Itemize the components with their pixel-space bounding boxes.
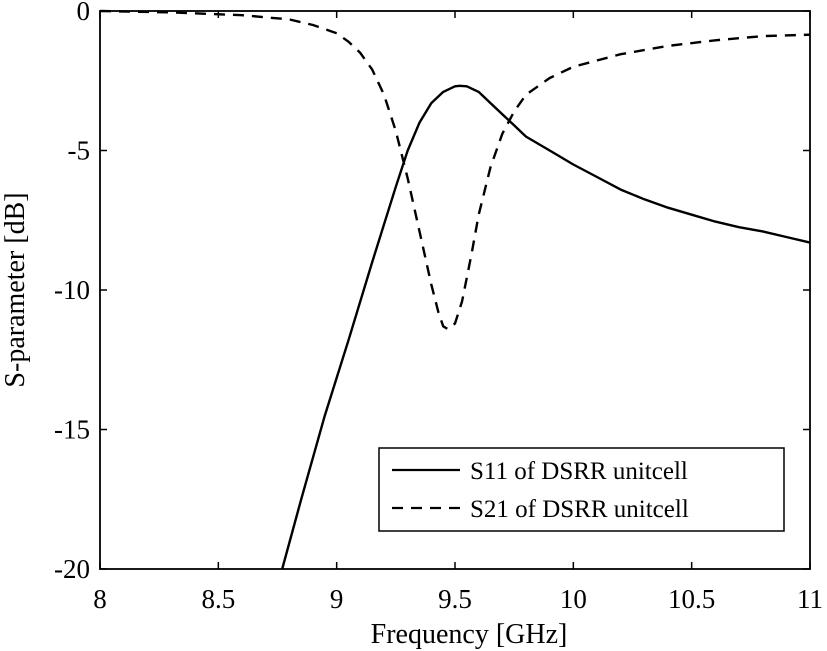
y-tick-label: -20 — [54, 554, 90, 584]
legend: S11 of DSRR unitcell S21 of DSRR unitcel… — [378, 447, 785, 532]
x-tick-label: 10.5 — [668, 584, 715, 614]
s11-series-line — [281, 84, 811, 570]
series-layer — [99, 9, 811, 570]
x-axis-label: Frequency [GHz] — [371, 619, 568, 650]
y-axis-label: S-parameter [dB] — [0, 192, 31, 387]
y-tick-label: 0 — [77, 0, 91, 26]
x-tick-label: 9 — [330, 584, 344, 614]
axes: 8 8.5 9 9.5 10 10.5 11 0 -5 -10 -15 -20 — [54, 0, 823, 614]
plot-frame — [99, 10, 811, 570]
x-tick-label: 8 — [93, 584, 107, 614]
x-tick-label: 9.5 — [438, 584, 472, 614]
legend-s11-label: S11 of DSRR unitcell — [470, 458, 688, 485]
s21-series-line — [99, 9, 811, 331]
y-tick-label: -10 — [54, 275, 90, 305]
y-tick-label: -15 — [54, 415, 90, 445]
y-tick-label: -5 — [68, 136, 91, 166]
x-tick-label: 11 — [797, 584, 823, 614]
legend-s21-label: S21 of DSRR unitcell — [470, 496, 689, 523]
x-tick-label: 8.5 — [201, 584, 235, 614]
x-tick-label: 10 — [560, 584, 587, 614]
legend-box — [378, 447, 785, 532]
